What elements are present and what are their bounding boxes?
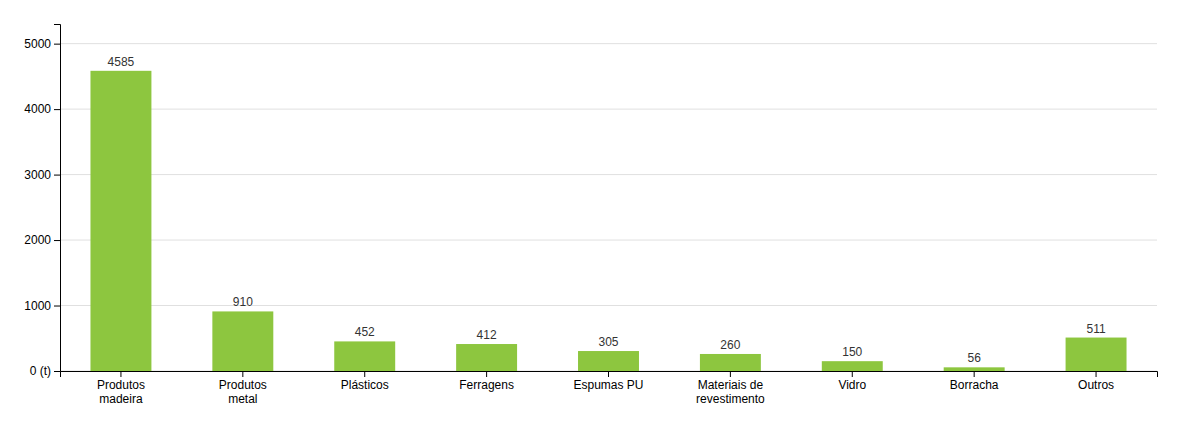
x-tick-mark xyxy=(608,371,609,377)
y-tick-mark xyxy=(54,306,60,307)
grid-line xyxy=(60,109,1157,110)
y-axis-line xyxy=(54,25,61,372)
x-tick-label-line: Materiais de xyxy=(698,378,764,392)
y-tick-mark xyxy=(54,44,60,45)
grid-line xyxy=(60,43,1157,44)
data-label: 305 xyxy=(598,335,618,349)
x-tick-label-line: Outros xyxy=(1078,378,1114,392)
x-tick: Outros xyxy=(1078,371,1114,392)
grid xyxy=(60,44,1157,371)
x-tick-mark xyxy=(364,371,365,377)
y-tick: 0 (t) xyxy=(30,364,60,378)
bar xyxy=(578,351,639,371)
x-tick-mark xyxy=(1096,371,1097,377)
y-tick-mark xyxy=(54,371,60,372)
x-tick-label: Materiais derevestimento xyxy=(696,378,765,406)
x-axis: ProdutosmadeiraProdutosmetalPlásticosFer… xyxy=(61,371,1158,406)
data-labels: 4585 910 452 412 305 260 150 56 511 xyxy=(108,55,1106,366)
y-tick: 1000 xyxy=(24,299,60,313)
x-tick-label: Borracha xyxy=(950,378,999,392)
bar xyxy=(944,367,1005,371)
x-tick-mark xyxy=(242,371,243,377)
x-tick-label-line: Vidro xyxy=(838,378,866,392)
data-label: 511 xyxy=(1086,322,1105,336)
x-tick-mark xyxy=(486,371,487,377)
x-tick: Espumas PU xyxy=(573,371,643,392)
y-tick: 4000 xyxy=(24,102,60,116)
y-tick-label: 1000 xyxy=(24,299,51,313)
y-tick: 3000 xyxy=(24,168,60,182)
grid-line xyxy=(60,174,1157,175)
x-tick-label: Espumas PU xyxy=(573,378,643,392)
x-tick: Produtosmetal xyxy=(219,371,267,406)
x-tick-label: Vidro xyxy=(838,378,866,392)
y-tick: 5000 xyxy=(24,37,60,51)
x-tick-label-line: Ferragens xyxy=(459,378,514,392)
bar xyxy=(90,71,151,371)
y-tick-mark xyxy=(54,109,60,110)
y-tick-mark xyxy=(54,175,60,176)
data-label: 452 xyxy=(355,325,375,339)
x-tick: Borracha xyxy=(950,371,999,392)
x-tick-mark xyxy=(730,371,731,377)
x-tick-label-line: Produtos xyxy=(219,378,267,392)
x-tick-label: Produtosmetal xyxy=(219,378,267,406)
data-label: 260 xyxy=(720,338,740,352)
x-tick-label: Ferragens xyxy=(459,378,514,392)
x-tick: Materiais derevestimento xyxy=(696,371,765,406)
data-label: 910 xyxy=(233,295,253,309)
y-tick-label: 3000 xyxy=(24,168,51,182)
data-label: 56 xyxy=(967,351,981,365)
y-tick-label: 4000 xyxy=(24,102,51,116)
x-tick-mark xyxy=(974,371,975,377)
y-tick-label: 5000 xyxy=(24,37,51,51)
y-tick-label: 2000 xyxy=(24,233,51,247)
bars xyxy=(90,71,1126,371)
x-tick: Plásticos xyxy=(341,371,389,392)
y-tick-label: 0 (t) xyxy=(30,364,51,378)
data-label: 4585 xyxy=(108,55,135,69)
bar xyxy=(212,311,273,371)
x-tick: Ferragens xyxy=(459,371,514,392)
chart: 4585 910 452 412 305 260 150 56 511 0 (t) 1000 2000… xyxy=(0,0,1177,429)
bar xyxy=(456,344,517,371)
x-tick: Vidro xyxy=(838,371,866,392)
x-tick-label-line: Espumas PU xyxy=(573,378,643,392)
x-tick-mark xyxy=(120,371,121,377)
chart-container: 4585 910 452 412 305 260 150 56 511 0 (t) 1000 2000… xyxy=(0,0,1177,429)
x-tick-label-line: metal xyxy=(228,392,257,406)
x-tick-label-line: Produtos xyxy=(97,378,145,392)
grid-line xyxy=(60,305,1157,306)
y-tick: 2000 xyxy=(24,233,60,247)
bar xyxy=(334,341,395,371)
bar xyxy=(1066,338,1127,371)
x-tick-label-line: madeira xyxy=(99,392,143,406)
y-tick-mark xyxy=(54,240,60,241)
data-label: 150 xyxy=(842,345,862,359)
x-tick-label-line: Borracha xyxy=(950,378,999,392)
x-tick-mark xyxy=(852,371,853,377)
x-tick-label: Produtosmadeira xyxy=(97,378,145,406)
grid-line xyxy=(60,240,1157,241)
y-axis: 0 (t) 1000 2000 3000 4000 5000 xyxy=(24,25,60,379)
data-label: 412 xyxy=(477,328,497,342)
bar xyxy=(822,361,883,371)
x-tick-label: Plásticos xyxy=(341,378,389,392)
x-tick-label-line: revestimento xyxy=(696,392,765,406)
x-tick: Produtosmadeira xyxy=(97,371,145,406)
x-axis-line xyxy=(61,372,1158,378)
bar xyxy=(700,354,761,371)
x-tick-label: Outros xyxy=(1078,378,1114,392)
x-tick-label-line: Plásticos xyxy=(341,378,389,392)
